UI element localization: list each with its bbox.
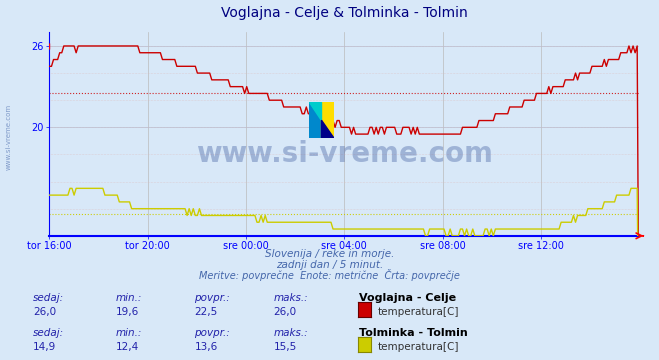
Text: temperatura[C]: temperatura[C] xyxy=(378,307,459,317)
Text: www.si-vreme.com: www.si-vreme.com xyxy=(5,104,11,170)
Text: 22,5: 22,5 xyxy=(194,307,217,317)
Text: 14,9: 14,9 xyxy=(33,342,56,352)
Text: maks.:: maks.: xyxy=(273,328,308,338)
Text: temperatura[C]: temperatura[C] xyxy=(378,342,459,352)
Bar xyxy=(322,102,334,138)
Text: 13,6: 13,6 xyxy=(194,342,217,352)
Text: maks.:: maks.: xyxy=(273,293,308,303)
Text: Voglajna - Celje: Voglajna - Celje xyxy=(359,293,456,303)
Text: 15,5: 15,5 xyxy=(273,342,297,352)
Text: Slovenija / reke in morje.: Slovenija / reke in morje. xyxy=(265,249,394,260)
Polygon shape xyxy=(309,102,322,120)
Text: Meritve: povprečne  Enote: metrične  Črta: povprečje: Meritve: povprečne Enote: metrične Črta:… xyxy=(199,269,460,281)
Text: sedaj:: sedaj: xyxy=(33,293,64,303)
Text: povpr.:: povpr.: xyxy=(194,293,230,303)
Text: 26,0: 26,0 xyxy=(273,307,297,317)
Text: min.:: min.: xyxy=(115,293,142,303)
Text: 19,6: 19,6 xyxy=(115,307,138,317)
Text: povpr.:: povpr.: xyxy=(194,328,230,338)
Text: Voglajna - Celje & Tolminka - Tolmin: Voglajna - Celje & Tolminka - Tolmin xyxy=(221,6,468,20)
Bar xyxy=(309,102,322,138)
Text: sedaj:: sedaj: xyxy=(33,328,64,338)
Polygon shape xyxy=(322,120,334,138)
Text: 12,4: 12,4 xyxy=(115,342,138,352)
Text: zadnji dan / 5 minut.: zadnji dan / 5 minut. xyxy=(276,260,383,270)
Text: www.si-vreme.com: www.si-vreme.com xyxy=(196,140,493,168)
Text: min.:: min.: xyxy=(115,328,142,338)
Text: Tolminka - Tolmin: Tolminka - Tolmin xyxy=(359,328,468,338)
Text: 26,0: 26,0 xyxy=(33,307,56,317)
